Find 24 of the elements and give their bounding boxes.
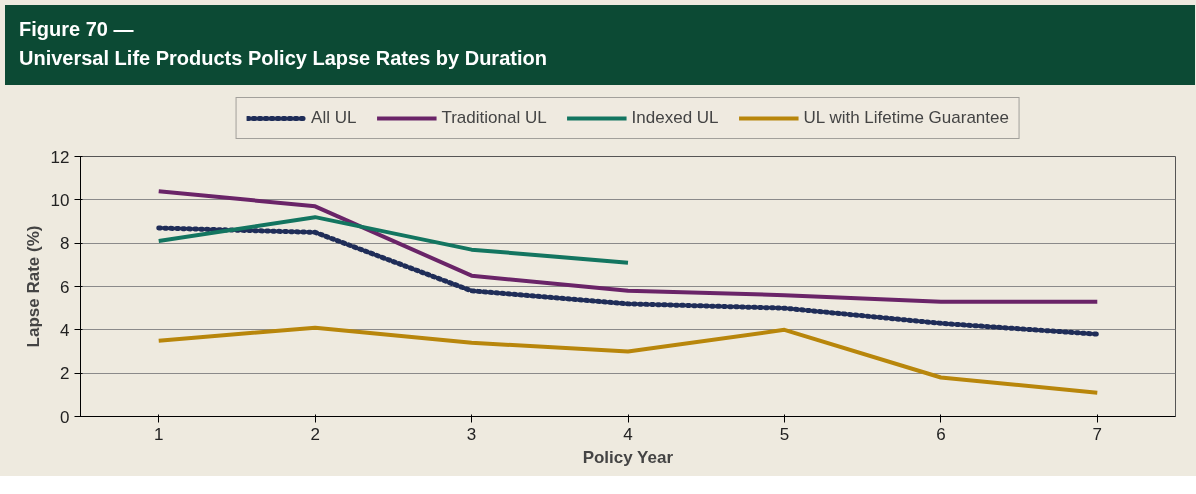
x-tick-label: 1 [153,424,164,444]
y-tick-label: 0 [60,407,70,427]
y-tick-label: 2 [60,364,70,384]
legend-label: Traditional UL [441,108,547,128]
y-tick-label: 10 [50,190,70,210]
y-axis-title: Lapse Rate (%) [23,225,43,348]
x-tick-label: 3 [466,424,477,444]
y-tick-label: 12 [50,147,70,167]
x-tick-label: 7 [1092,424,1103,444]
legend-label: Indexed UL [631,108,719,128]
legend-label: All UL [311,108,357,128]
x-tick-label: 2 [310,424,320,444]
x-tick-label: 5 [779,424,790,444]
line-series [156,215,630,265]
y-tick-label: 6 [60,277,70,297]
chart-title: Figure 70 — Universal Life Products Policy Lapse Rates by Duration [19,17,547,71]
y-tick-label: 8 [60,234,70,254]
x-tick-label: 4 [623,424,633,444]
y-tick-label: 4 [60,320,70,340]
x-axis-title: Policy Year [582,447,674,467]
line-series [156,189,1100,304]
x-tick-label: 6 [936,424,946,444]
legend-label: UL with Lifetime Guarantee [803,108,1009,128]
line-series [156,325,1100,395]
